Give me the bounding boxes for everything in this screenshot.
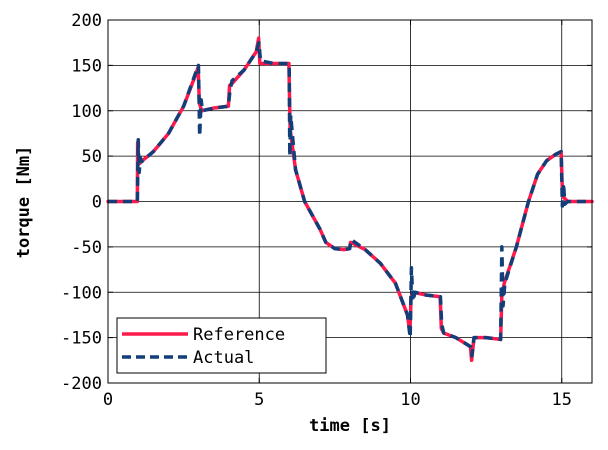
y-tick-label: -50 — [71, 238, 102, 258]
y-tick-label: -200 — [61, 374, 102, 394]
y-tick-label: -150 — [61, 329, 102, 349]
y-tick-label: 50 — [82, 147, 102, 167]
x-axis-title: time [s] — [309, 416, 391, 436]
y-tick-labels: -200 -150 -100 -50 0 50 100 150 200 — [61, 11, 102, 394]
y-tick-label: 200 — [71, 11, 102, 31]
legend: Reference Actual — [116, 317, 327, 374]
y-tick-label: 100 — [71, 102, 102, 122]
series-line-actual — [108, 40, 592, 358]
y-tick-label: -100 — [61, 283, 102, 303]
plot-frame — [107, 19, 593, 384]
x-tick-labels: 0 5 10 15 — [103, 390, 572, 410]
y-axis-title: torque [Nm] — [14, 146, 34, 259]
x-tick-label: 5 — [254, 390, 264, 410]
legend-box — [116, 317, 327, 374]
x-tick-label: 10 — [400, 390, 420, 410]
series-layer — [106, 36, 594, 363]
x-tick-label: 0 — [103, 390, 113, 410]
y-tick-label: 0 — [92, 193, 102, 213]
series-line-reference — [106, 36, 594, 363]
legend-label-reference: Reference — [193, 325, 285, 345]
y-tick-label: 150 — [71, 56, 102, 76]
legend-label-actual: Actual — [193, 348, 254, 368]
x-tick-label: 15 — [552, 390, 572, 410]
